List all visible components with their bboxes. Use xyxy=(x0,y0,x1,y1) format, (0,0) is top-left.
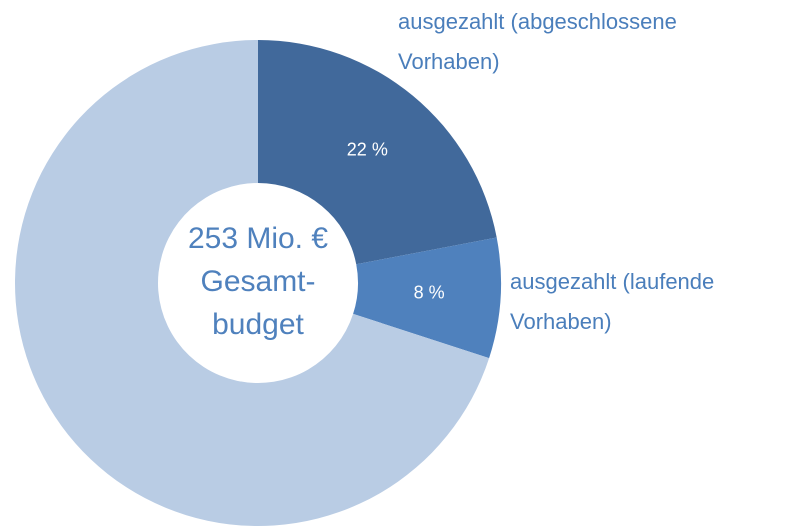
center-label: 253 Mio. € xyxy=(188,222,328,255)
donut-slice xyxy=(258,40,497,265)
donut-slice xyxy=(353,237,501,359)
donut-slice xyxy=(14,40,490,526)
category-label: ausgezahlt (abgeschlossene Vorhaben) xyxy=(398,9,677,74)
value-label: 8 % xyxy=(414,283,445,303)
center-label: Gesamt- xyxy=(200,265,315,298)
center-label: budget xyxy=(212,308,304,341)
category-label: ausgezahlt (laufende Vorhaben) xyxy=(510,269,715,334)
value-label: 22 % xyxy=(347,140,388,160)
